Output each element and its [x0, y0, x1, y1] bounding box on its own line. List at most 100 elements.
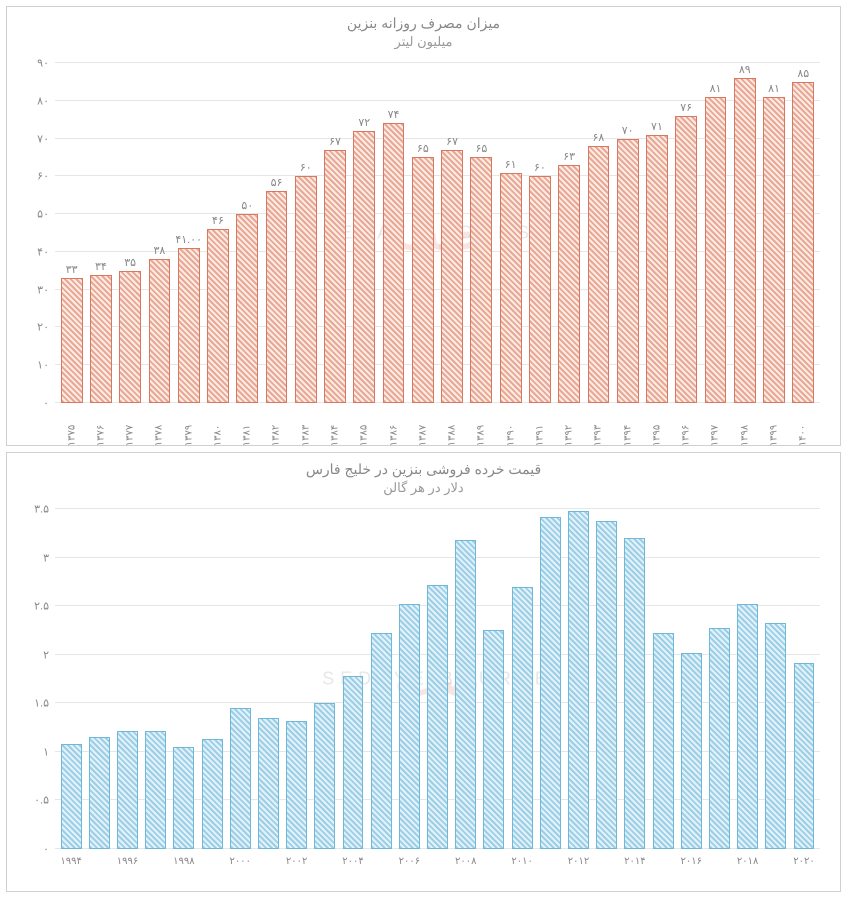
bar-wrap: ۱۹۹۶ [114, 509, 140, 849]
bar-wrap: ۷۴۱۳۸۶ [380, 63, 407, 403]
x-axis-label: ۱۳۷۹ [183, 419, 194, 453]
bar-wrap [424, 509, 450, 849]
bar [512, 587, 533, 849]
bar-wrap: ۶۵۱۳۸۷ [409, 63, 436, 403]
bar-value-label: ۷۶ [680, 101, 692, 114]
bar [596, 521, 617, 849]
y-axis-label: ۰ [21, 397, 49, 410]
bar [412, 157, 434, 403]
bar [558, 165, 580, 403]
x-axis-label: ۱۳۹۲ [564, 419, 575, 453]
bar-value-label: ۶۵ [475, 142, 487, 155]
bar-wrap: ۷۶۱۳۹۶ [673, 63, 700, 403]
y-axis-label: ۲.۵ [21, 600, 49, 613]
bar-wrap: ۸۱۱۳۹۷ [702, 63, 729, 403]
bar-value-label: ۶۰ [534, 161, 546, 174]
bar-wrap: ۶۷۱۳۸۸ [438, 63, 465, 403]
bar [295, 176, 317, 403]
bar [794, 663, 815, 850]
bar-value-label: ۷۲ [358, 116, 370, 129]
x-axis-label: ۲۰۱۸ [737, 856, 758, 867]
x-axis-label: ۱۳۹۰ [505, 419, 516, 453]
bar-wrap: ۸۵۱۴۰۰ [790, 63, 817, 403]
bar-wrap [86, 509, 112, 849]
x-axis-label: ۱۳۷۶ [95, 419, 106, 453]
bar-wrap: ۲۰۱۲ [565, 509, 591, 849]
bar [178, 248, 200, 403]
bar [681, 653, 702, 849]
bar-wrap: ۳۴۱۳۷۶ [87, 63, 114, 403]
bar-value-label: ۴۱.۰۰ [175, 233, 202, 246]
bar [383, 123, 405, 403]
bar-wrap [650, 509, 676, 849]
y-axis-label: ۰.۵ [21, 794, 49, 807]
y-axis-label: ۳۰ [21, 283, 49, 296]
x-axis-label: ۱۳۷۸ [154, 419, 165, 453]
y-axis-label: ۷۰ [21, 132, 49, 145]
bar-wrap: ۴۶۱۳۸۰ [204, 63, 231, 403]
chart2-subtitle: دلار در هر گالن [7, 480, 840, 496]
x-axis-label: ۱۳۹۷ [710, 419, 721, 453]
y-axis-label: ۱۰ [21, 359, 49, 372]
bar [343, 676, 364, 849]
x-axis-label: ۱۳۹۸ [739, 419, 750, 453]
chart-panel-price: قیمت خرده فروشی بنزین در خلیج فارس دلار … [6, 452, 841, 892]
bar [236, 214, 258, 403]
x-axis-label: ۱۳۹۱ [534, 419, 545, 453]
bar-wrap [763, 509, 789, 849]
bar-value-label: ۶۷ [329, 135, 341, 148]
x-axis-label: ۲۰۰۴ [342, 856, 363, 867]
bar-wrap [143, 509, 169, 849]
bars-container: ۱۹۹۴۱۹۹۶۱۹۹۸۲۰۰۰۲۰۰۲۲۰۰۴۲۰۰۶۲۰۰۸۲۰۱۰۲۰۱۲… [55, 509, 820, 849]
bar [588, 146, 610, 403]
bar [427, 585, 448, 849]
x-axis-label: ۲۰۱۶ [680, 856, 701, 867]
x-axis-label: ۱۹۹۶ [117, 856, 138, 867]
x-axis-label: ۱۴۰۰ [798, 419, 809, 453]
y-axis-label: ۲ [21, 648, 49, 661]
bar [705, 97, 727, 403]
bar [173, 747, 194, 849]
bar [646, 135, 668, 403]
x-axis-label: ۱۳۸۴ [330, 419, 341, 453]
bar-wrap: ۷۰۱۳۹۴ [614, 63, 641, 403]
bar [258, 718, 279, 849]
bar [483, 630, 504, 849]
x-axis-label: ۱۳۸۵ [359, 419, 370, 453]
bar-value-label: ۵۰ [241, 199, 253, 212]
bar-wrap [706, 509, 732, 849]
bar [61, 744, 82, 849]
bar-wrap: ۳۵۱۳۷۷ [117, 63, 144, 403]
bar-wrap: ۲۰۱۰ [509, 509, 535, 849]
bar-wrap: ۴۱.۰۰۱۳۷۹ [175, 63, 202, 403]
x-axis-label: ۱۹۹۴ [60, 856, 81, 867]
bar-value-label: ۸۱ [710, 82, 722, 95]
x-axis-label: ۱۹۹۸ [173, 856, 194, 867]
bar-wrap: ۱۹۹۴ [58, 509, 84, 849]
chart1-title: میزان مصرف روزانه بنزین [7, 15, 840, 32]
bar-wrap: ۶۷۱۳۸۴ [321, 63, 348, 403]
bar-wrap [312, 509, 338, 849]
bar [653, 633, 674, 849]
bar-value-label: ۶۷ [446, 135, 458, 148]
bar-value-label: ۸۱ [768, 82, 780, 95]
chart1-plot-area: SEDAYE BOURSE صب ۰۱۰۲۰۳۰۴۰۵۰۶۰۷۰۸۰۹۰۳۳۱۳… [55, 63, 820, 403]
y-axis-label: ۳.۵ [21, 503, 49, 516]
bar-wrap [368, 509, 394, 849]
bar-value-label: ۸۹ [739, 63, 751, 76]
chart2-title: قیمت خرده فروشی بنزین در خلیج فارس [7, 461, 840, 478]
x-axis-label: ۱۳۷۷ [125, 419, 136, 453]
bar [353, 131, 375, 403]
bar-wrap: ۱۹۹۸ [171, 509, 197, 849]
bar-wrap: ۲۰۱۴ [622, 509, 648, 849]
x-axis-label: ۱۳۸۲ [271, 419, 282, 453]
bar-wrap [255, 509, 281, 849]
x-axis-label: ۱۳۹۳ [593, 419, 604, 453]
x-axis-label: ۲۰۱۴ [624, 856, 645, 867]
bar-value-label: ۶۸ [593, 131, 605, 144]
bar [455, 540, 476, 849]
y-axis-label: ۹۰ [21, 57, 49, 70]
bar-value-label: ۴۶ [212, 214, 224, 227]
bar-wrap: ۶۳۱۳۹۲ [556, 63, 583, 403]
bar [624, 538, 645, 849]
